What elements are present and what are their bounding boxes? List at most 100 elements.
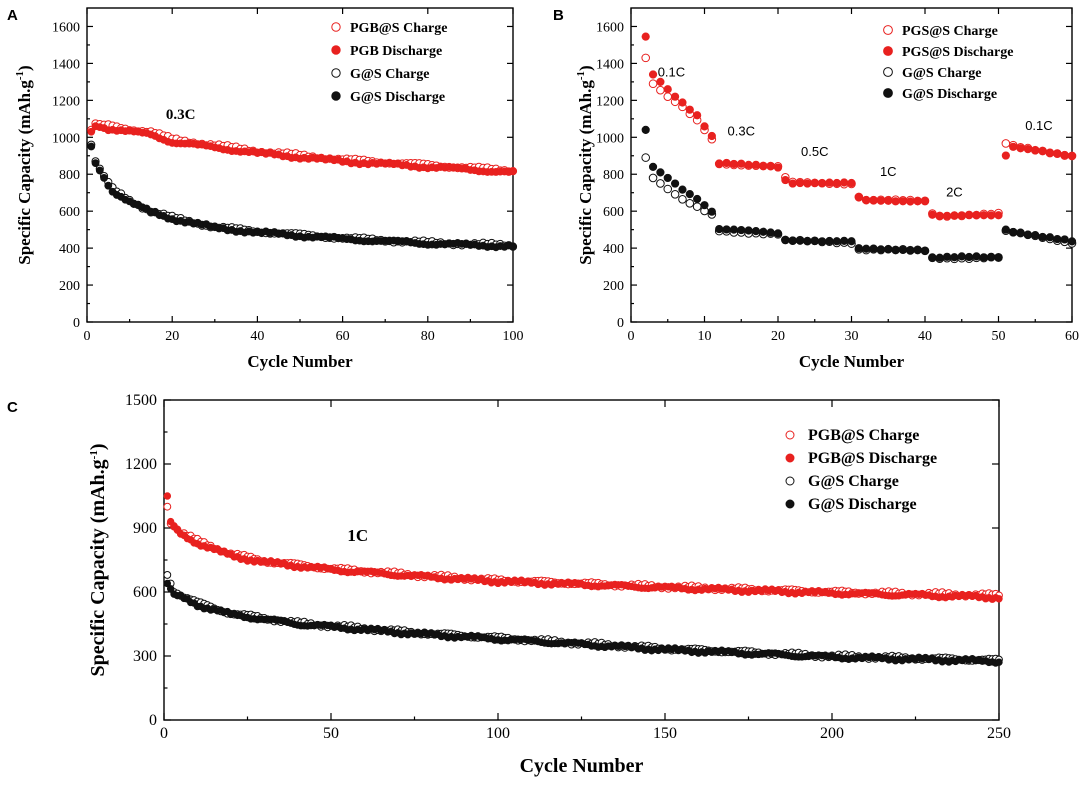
data-point	[1031, 146, 1040, 155]
data-point	[995, 658, 1003, 666]
x-tick-label: 10	[698, 329, 712, 344]
data-point	[648, 79, 658, 89]
data-point	[1053, 149, 1062, 158]
data-point	[950, 211, 959, 220]
y-axis-title-close: )	[87, 443, 109, 450]
y-tick-label: 0	[73, 316, 80, 331]
x-axis-title: Cycle Number	[247, 352, 353, 371]
data-point	[722, 225, 731, 234]
data-point	[715, 224, 724, 234]
data-point	[1001, 139, 1011, 148]
data-point	[641, 153, 651, 162]
y-tick-label: 600	[603, 205, 624, 220]
data-point	[87, 127, 96, 136]
x-tick-label: 20	[165, 329, 179, 344]
legend-marker	[785, 430, 795, 440]
panel-c: C 0 50 100 150 200 250 0 300 600 900 1200 1500 Cycle …	[7, 392, 1011, 777]
data-point	[1023, 145, 1032, 154]
data-point	[1031, 231, 1040, 240]
y-tick-label: 1200	[596, 94, 624, 109]
data-point	[693, 111, 702, 120]
rate-annotation: 0.5C	[801, 144, 828, 159]
legend-label: PGB@S Charge	[350, 21, 447, 36]
data-point	[773, 229, 783, 238]
data-point	[862, 195, 871, 205]
legend: PGS@S Charge PGS@S Discharge G@S Charge G@S…	[883, 24, 1013, 102]
y-axis-title-sup: -1	[575, 71, 587, 80]
data-point	[987, 211, 996, 220]
data-point	[744, 226, 753, 235]
data-point	[648, 173, 658, 183]
data-point	[648, 162, 658, 171]
data-point	[104, 181, 113, 190]
data-point	[876, 196, 886, 205]
data-point	[1016, 144, 1025, 153]
data-point	[1016, 228, 1025, 237]
legend-marker	[883, 25, 893, 35]
data-point	[1009, 227, 1018, 237]
data-point	[685, 199, 695, 208]
data-point	[972, 211, 981, 220]
legend-label: PGB@S Discharge	[808, 450, 937, 467]
x-tick-label: 250	[987, 725, 1011, 742]
y-tick-label: 1600	[596, 20, 624, 35]
data-point	[964, 252, 974, 262]
data-point	[663, 92, 673, 101]
data-point	[95, 166, 104, 175]
series-g-s-discharge	[163, 579, 1003, 667]
data-point	[759, 162, 768, 171]
y-axis-title: Specific Capacity (mAh.g-1)	[87, 443, 109, 676]
legend-marker	[331, 91, 341, 101]
data-point	[803, 237, 812, 246]
data-point	[987, 252, 996, 261]
series-g-s-discharge	[641, 125, 1077, 262]
x-tick-label: 30	[845, 329, 859, 344]
data-point	[957, 211, 966, 220]
data-point	[163, 502, 172, 511]
data-point	[847, 237, 856, 246]
panel-a: A0 20 40 60 80 100020040060080010001200140016…	[7, 7, 524, 371]
y-tick-label: 800	[59, 168, 80, 183]
rate-annotation: 0.1C	[658, 64, 685, 79]
data-point	[707, 207, 716, 216]
legend-marker	[785, 453, 795, 463]
y-axis-title-main: Specific Capacity (mAh.g	[15, 80, 34, 265]
x-tick-label: 40	[250, 329, 264, 344]
data-point	[994, 211, 1003, 220]
data-point	[869, 195, 878, 205]
series-g-s-discharge	[87, 142, 517, 252]
data-point	[1060, 235, 1069, 244]
data-point	[884, 245, 893, 254]
data-point	[722, 158, 731, 168]
data-point	[781, 175, 790, 185]
data-point	[928, 253, 937, 262]
y-tick-label: 400	[603, 242, 624, 257]
y-tick-label: 1000	[596, 131, 624, 146]
y-tick-label: 1500	[125, 392, 157, 409]
data-point	[840, 236, 849, 245]
data-point	[166, 585, 175, 593]
data-point	[656, 77, 665, 86]
legend-marker	[785, 476, 795, 486]
panel-b: B0 10 20 30 40 50 6002004006008001000120014001…	[553, 7, 1079, 371]
data-point	[810, 178, 819, 187]
y-axis-title: Specific Capacity (mAh.g-1)	[14, 65, 34, 264]
data-point	[795, 178, 805, 188]
data-point	[906, 197, 915, 206]
data-point	[759, 227, 768, 236]
data-point	[509, 167, 517, 176]
y-axis-title-close: )	[576, 65, 595, 71]
data-point	[972, 252, 981, 261]
data-point	[1001, 151, 1010, 160]
data-point	[693, 194, 702, 204]
legend-marker	[883, 46, 893, 56]
data-point	[641, 53, 651, 63]
legend: PGB@S Charge PGB Discharge G@S Charge G@S D…	[331, 21, 447, 105]
data-point	[1038, 232, 1047, 242]
legend-label: PGS@S Charge	[902, 24, 998, 39]
x-tick-label: 0	[628, 329, 635, 344]
data-point	[678, 185, 687, 194]
y-tick-label: 600	[133, 584, 157, 601]
data-point	[1001, 225, 1010, 234]
